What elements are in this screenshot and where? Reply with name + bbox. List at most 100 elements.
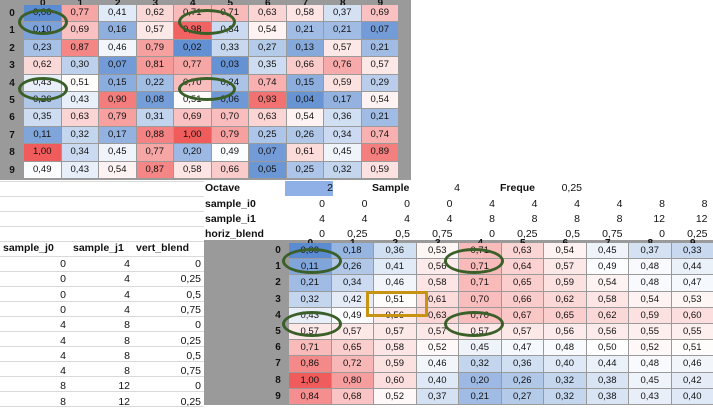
grid-cell[interactable]: 0,45 bbox=[99, 144, 136, 160]
param-cell[interactable]: 4 bbox=[540, 197, 580, 212]
left-table-cell[interactable]: 12 bbox=[70, 395, 130, 410]
grid-cell[interactable]: 0,65 bbox=[544, 308, 586, 323]
grid-cell[interactable]: 0,17 bbox=[324, 92, 361, 108]
grid-cell[interactable]: 0,62 bbox=[544, 292, 586, 307]
grid-cell[interactable]: 0,69 bbox=[362, 5, 399, 21]
left-table-cell[interactable]: 0 bbox=[0, 257, 66, 272]
grid-cell[interactable]: 0,77 bbox=[174, 57, 211, 73]
grid-cell[interactable]: 0,69 bbox=[174, 109, 211, 125]
grid-cell[interactable]: 0,88 bbox=[137, 127, 174, 143]
grid-cell[interactable]: 0,79 bbox=[212, 127, 249, 143]
grid-cell[interactable]: 0,38 bbox=[587, 373, 629, 388]
param-cell[interactable]: 8 bbox=[540, 212, 580, 227]
grid-cell[interactable]: 0,71 bbox=[212, 5, 249, 21]
param-cell[interactable]: 8 bbox=[625, 197, 665, 212]
grid-cell[interactable]: 0,93 bbox=[249, 92, 286, 108]
grid-cell[interactable]: 0,07 bbox=[99, 57, 136, 73]
grid-cell[interactable]: 0,67 bbox=[502, 308, 544, 323]
grid-cell[interactable]: 0,40 bbox=[672, 389, 713, 404]
grid-cell[interactable]: 0,44 bbox=[672, 259, 713, 274]
grid-cell[interactable]: 0,51 bbox=[174, 92, 211, 108]
grid-cell[interactable]: 0,71 bbox=[459, 243, 501, 258]
grid-cell[interactable]: 0,58 bbox=[287, 5, 324, 21]
grid-cell[interactable]: 0,33 bbox=[212, 40, 249, 56]
param-cell[interactable]: 0 bbox=[328, 197, 368, 212]
grid-cell[interactable]: 0,72 bbox=[332, 356, 374, 371]
grid-cell[interactable]: 0,32 bbox=[459, 356, 501, 371]
grid-cell[interactable]: 0,58 bbox=[587, 292, 629, 307]
grid-cell[interactable]: 0,45 bbox=[587, 243, 629, 258]
grid-cell[interactable]: 0,21 bbox=[324, 22, 361, 38]
grid-cell[interactable]: 0,25 bbox=[287, 162, 324, 178]
grid-cell[interactable]: 0,55 bbox=[672, 324, 713, 339]
grid-cell[interactable]: 0,60 bbox=[374, 373, 416, 388]
grid-cell[interactable]: 0,66 bbox=[502, 292, 544, 307]
grid-cell[interactable]: 0,20 bbox=[174, 144, 211, 160]
grid-cell[interactable]: 0,49 bbox=[24, 162, 61, 178]
grid-cell[interactable]: 0,70 bbox=[459, 308, 501, 323]
grid-cell[interactable]: 0,90 bbox=[99, 92, 136, 108]
grid-cell[interactable]: 0,84 bbox=[289, 389, 331, 404]
grid-cell[interactable]: 0,64 bbox=[502, 259, 544, 274]
grid-cell[interactable]: 0,47 bbox=[502, 340, 544, 355]
grid-cell[interactable]: 0,15 bbox=[287, 75, 324, 91]
grid-cell[interactable]: 0,62 bbox=[137, 5, 174, 21]
grid-cell[interactable]: 0,51 bbox=[62, 75, 99, 91]
left-table-cell[interactable]: 8 bbox=[0, 395, 66, 410]
grid-cell[interactable]: 0,57 bbox=[324, 40, 361, 56]
grid-cell[interactable]: 0,70 bbox=[459, 292, 501, 307]
grid-cell[interactable]: 0,86 bbox=[289, 356, 331, 371]
grid-cell[interactable]: 0,61 bbox=[417, 292, 459, 307]
grid-cell[interactable]: 0,54 bbox=[362, 92, 399, 108]
grid-cell[interactable]: 0,76 bbox=[324, 57, 361, 73]
grid-cell[interactable]: 0,21 bbox=[459, 389, 501, 404]
grid-cell[interactable]: 0,71 bbox=[459, 259, 501, 274]
grid-cell[interactable]: 0,29 bbox=[362, 75, 399, 91]
grid-cell[interactable]: 0,54 bbox=[544, 243, 586, 258]
grid-cell[interactable]: 0,23 bbox=[24, 40, 61, 56]
grid-cell[interactable]: 0,50 bbox=[587, 340, 629, 355]
grid-cell[interactable]: 0,71 bbox=[289, 340, 331, 355]
grid-cell[interactable]: 0,59 bbox=[374, 356, 416, 371]
grid-cell[interactable]: 0,43 bbox=[289, 308, 331, 323]
grid-cell[interactable]: 0,59 bbox=[629, 308, 671, 323]
grid-cell[interactable]: 0,65 bbox=[502, 275, 544, 290]
grid-cell[interactable]: 0,69 bbox=[62, 22, 99, 38]
grid-cell[interactable]: 0,70 bbox=[212, 109, 249, 125]
param-cell[interactable]: 4 bbox=[583, 197, 623, 212]
grid-cell[interactable]: 0,15 bbox=[99, 75, 136, 91]
grid-cell[interactable]: 0,35 bbox=[249, 57, 286, 73]
grid-cell[interactable]: 0,26 bbox=[24, 92, 61, 108]
grid-cell[interactable]: 0,33 bbox=[672, 243, 713, 258]
grid-cell[interactable]: 0,17 bbox=[99, 127, 136, 143]
grid-cell[interactable]: 0,45 bbox=[459, 340, 501, 355]
grid-cell[interactable]: 0,57 bbox=[137, 22, 174, 38]
grid-cell[interactable]: 0,42 bbox=[672, 373, 713, 388]
grid-cell[interactable]: 1,00 bbox=[24, 144, 61, 160]
left-table-cell[interactable]: 4 bbox=[70, 257, 130, 272]
grid-cell[interactable]: 0,48 bbox=[629, 356, 671, 371]
grid-cell[interactable]: 0,49 bbox=[332, 308, 374, 323]
grid-cell[interactable]: 0,71 bbox=[174, 5, 211, 21]
grid-cell[interactable]: 0,58 bbox=[417, 275, 459, 290]
grid-cell[interactable]: 0,36 bbox=[502, 356, 544, 371]
grid-cell[interactable]: 0,57 bbox=[332, 324, 374, 339]
grid-cell[interactable]: 0,71 bbox=[459, 275, 501, 290]
grid-cell[interactable]: 0,87 bbox=[137, 162, 174, 178]
grid-cell[interactable]: 0,45 bbox=[324, 144, 361, 160]
grid-cell[interactable]: 0,57 bbox=[289, 324, 331, 339]
left-table-cell[interactable]: 8 bbox=[0, 379, 66, 394]
grid-cell[interactable]: 0,89 bbox=[362, 144, 399, 160]
grid-cell[interactable]: 0,24 bbox=[212, 75, 249, 91]
grid-cell[interactable]: 0,26 bbox=[502, 373, 544, 388]
grid-cell[interactable]: 0,66 bbox=[287, 57, 324, 73]
grid-cell[interactable]: 1,00 bbox=[289, 373, 331, 388]
grid-cell[interactable]: 0,51 bbox=[672, 340, 713, 355]
grid-cell[interactable]: 0,57 bbox=[544, 259, 586, 274]
grid-cell[interactable]: 0,38 bbox=[587, 389, 629, 404]
grid-cell[interactable]: 0,43 bbox=[629, 389, 671, 404]
grid-cell[interactable]: 0,32 bbox=[544, 389, 586, 404]
grid-cell[interactable]: 0,51 bbox=[374, 292, 416, 307]
grid-cell[interactable]: 0,11 bbox=[24, 127, 61, 143]
grid-cell[interactable]: 0,48 bbox=[544, 340, 586, 355]
